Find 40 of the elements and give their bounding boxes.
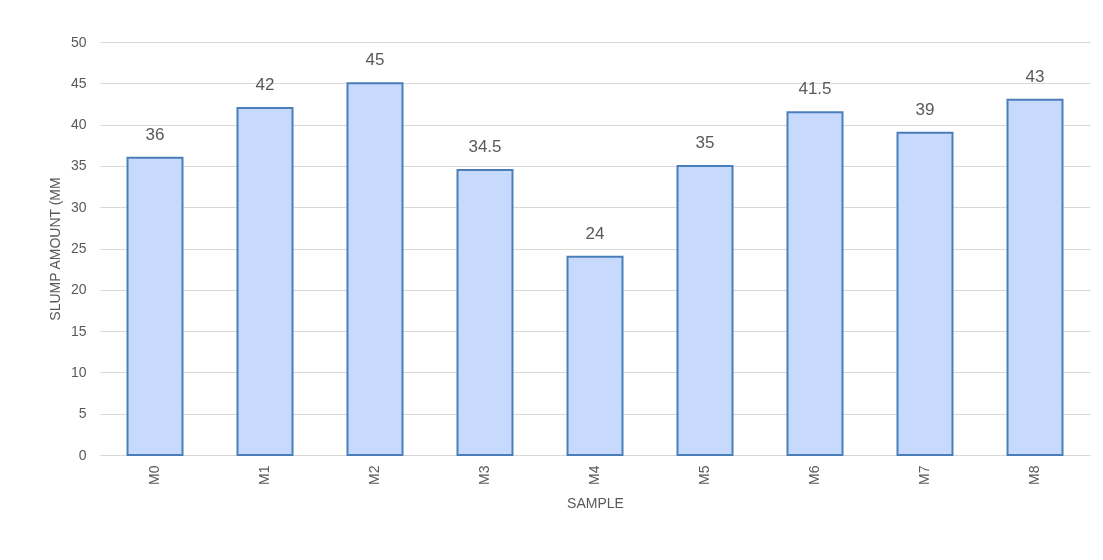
y-tick-label: 25 <box>70 240 87 256</box>
bar <box>236 107 294 456</box>
bar <box>566 255 624 456</box>
bar <box>786 111 844 456</box>
bar <box>676 164 734 456</box>
x-tick-label: M2 <box>366 465 382 485</box>
bar <box>126 156 184 456</box>
y-tick-label: 5 <box>78 405 87 422</box>
y-tick-label: 45 <box>70 74 87 91</box>
x-tick-label: M4 <box>586 465 602 485</box>
x-tick-label: M6 <box>806 465 822 485</box>
y-axis-title: SLUMP AMOUNT (MM <box>46 177 63 321</box>
bar <box>346 82 404 456</box>
y-tick-label: 35 <box>70 157 87 174</box>
bar <box>1006 98 1064 456</box>
data-label: 24 <box>585 223 605 243</box>
x-tick-label: M5 <box>696 465 712 485</box>
data-label: 41.5 <box>798 79 832 99</box>
data-label: 39 <box>915 99 935 119</box>
y-tick-label: 10 <box>70 363 87 380</box>
data-label: 35 <box>695 132 715 152</box>
bar <box>456 169 514 456</box>
data-label: 43 <box>1025 66 1045 86</box>
y-tick-label: 50 <box>70 33 87 50</box>
y-tick-label: 15 <box>70 322 87 339</box>
x-tick-label: M1 <box>256 465 272 485</box>
x-tick-label: M7 <box>916 465 932 485</box>
x-tick-label: M3 <box>476 465 492 485</box>
x-tick-label: M8 <box>1026 465 1042 485</box>
data-label: 34.5 <box>468 137 502 157</box>
x-axis-title: SAMPLE <box>567 494 624 511</box>
y-tick-label: 20 <box>70 281 87 298</box>
data-label: 42 <box>255 75 275 95</box>
y-tick-label: 0 <box>78 446 87 463</box>
x-tick-label: M0 <box>146 465 162 485</box>
bar <box>896 131 954 456</box>
data-label: 45 <box>365 50 385 70</box>
data-label: 36 <box>145 124 165 144</box>
y-tick-label: 40 <box>70 116 87 133</box>
y-tick-label: 30 <box>70 198 87 215</box>
